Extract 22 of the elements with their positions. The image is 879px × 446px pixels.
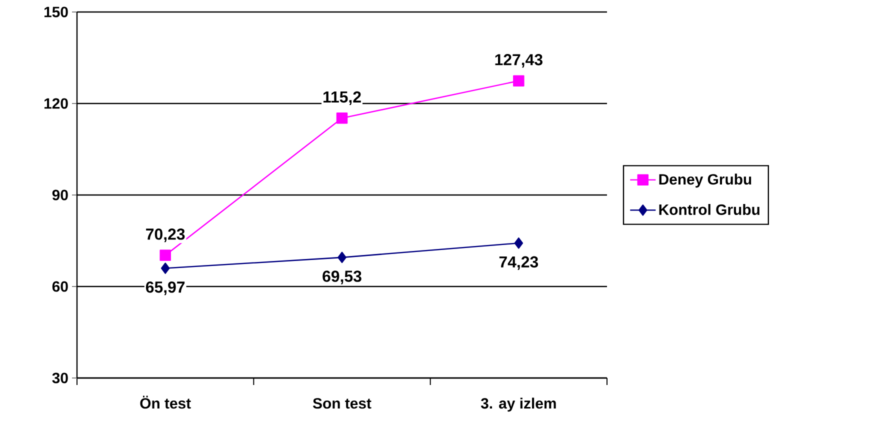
point: [513, 75, 524, 86]
point: [160, 250, 171, 261]
legend-label: Deney Grubu: [659, 174, 752, 188]
y-tick-label: 30: [52, 372, 68, 384]
x-tick-label: Ön test: [140, 396, 191, 409]
data-label: 69,53: [322, 270, 362, 284]
point: [514, 237, 524, 249]
point: [338, 252, 346, 264]
data-label: 115,2: [324, 91, 361, 105]
y-tick-label: 120: [44, 98, 68, 109]
y-tick-label: 60: [52, 281, 68, 292]
point: [336, 112, 348, 124]
data-label: 127,43: [495, 54, 542, 68]
x-tick-label: Son test: [312, 398, 372, 409]
data-label: 70,23: [146, 228, 185, 242]
y-tick-label: 90: [52, 190, 68, 200]
data-label: 65,97: [146, 281, 185, 296]
x-tick-label: 3. ay izlem: [480, 398, 556, 412]
data-label: 74,23: [499, 256, 538, 270]
point: [160, 262, 170, 274]
y-tick-label: 150: [44, 6, 68, 18]
legend-label: Kontrol Grubu: [659, 204, 760, 215]
